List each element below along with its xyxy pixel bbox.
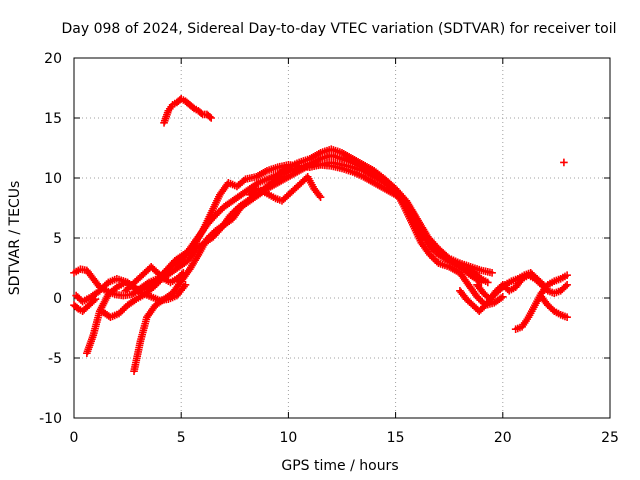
y-tick-label: 10: [44, 171, 62, 187]
series-trace-d: [130, 158, 507, 375]
data-point: [179, 269, 188, 277]
data-point: [477, 278, 486, 287]
x-tick-labels: 0 5 10 15 20 25: [70, 430, 619, 446]
series-trace-h: [160, 95, 216, 127]
chart-title: Day 098 of 2024, Sidereal Day-to-day VTE…: [61, 21, 616, 37]
y-tick-label: 15: [44, 111, 62, 127]
series-trace-k: [511, 271, 571, 333]
x-tick-label: 25: [601, 430, 619, 446]
data-points: [70, 95, 571, 375]
data-point: [563, 313, 571, 321]
x-tick-label: 5: [177, 430, 186, 446]
series-trace-e: [83, 278, 190, 357]
data-point: [181, 281, 190, 289]
series-trace-n: [560, 158, 568, 167]
y-tick-label: -5: [48, 351, 62, 367]
data-point: [563, 281, 571, 289]
data-point: [91, 295, 100, 303]
series-trace-i: [246, 173, 325, 205]
x-tick-label: 15: [387, 430, 405, 446]
series-trace-m: [456, 269, 548, 315]
y-tick-label: -10: [39, 411, 62, 427]
y-tick-label: 0: [53, 291, 62, 307]
series-trace-l: [537, 293, 571, 321]
data-point: [316, 193, 325, 201]
data-point: [560, 158, 568, 167]
grid: [74, 58, 610, 418]
x-tick-label: 10: [279, 430, 297, 446]
y-axis-label: SDTVAR / TECUs: [7, 181, 23, 296]
series-trace-f: [70, 295, 100, 315]
axis-ticks: [73, 57, 611, 419]
data-point: [563, 271, 571, 279]
data-point: [207, 114, 216, 122]
y-tick-label: 5: [53, 231, 62, 247]
data-point: [483, 278, 492, 287]
y-tick-labels: -10 -5 0 5 10 15 20: [39, 51, 62, 427]
x-axis-label: GPS time / hours: [281, 458, 398, 474]
data-point: [499, 293, 507, 301]
y-tick-label: 20: [44, 51, 62, 67]
x-tick-label: 0: [70, 430, 79, 446]
series-trace-g: [121, 263, 188, 295]
data-point: [539, 281, 548, 289]
data-point: [488, 269, 496, 277]
x-tick-label: 20: [494, 430, 512, 446]
